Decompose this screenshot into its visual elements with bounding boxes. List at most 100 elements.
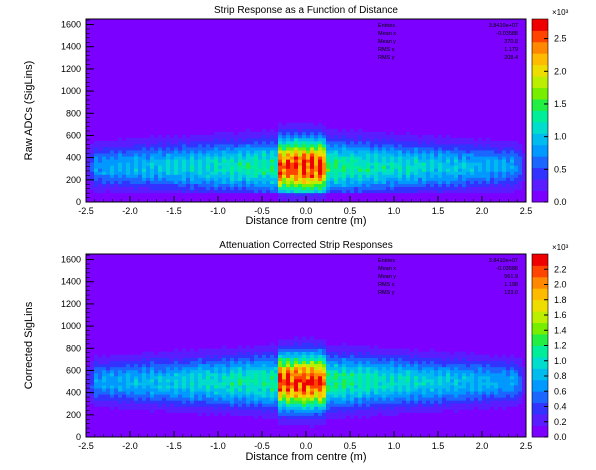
heatmap-cell	[394, 180, 399, 184]
colorbar-tick-label: 0.6	[554, 386, 567, 396]
heatmap-cell	[246, 189, 251, 194]
heatmap-cell	[270, 189, 275, 194]
colorbar-tick-label: 0.2	[554, 417, 567, 427]
heatmap-cell	[418, 156, 423, 160]
heatmap-cell	[318, 360, 323, 365]
heatmap-cell	[222, 345, 227, 349]
heatmap-cell	[494, 406, 499, 410]
heatmap-cell	[242, 186, 247, 191]
heatmap-cell	[334, 409, 339, 413]
heatmap-cell	[254, 134, 259, 139]
heatmap-cell	[310, 159, 315, 163]
heatmap-cell	[510, 183, 515, 188]
chart-title: Attenuation Corrected Strip Responses	[219, 240, 392, 251]
heatmap-cell	[394, 372, 399, 377]
heatmap-cell	[446, 144, 451, 148]
heatmap-cell	[298, 385, 303, 389]
heatmap-cell	[222, 156, 227, 160]
heatmap-cell	[402, 134, 407, 139]
heatmap-cell	[302, 403, 307, 407]
heatmap-cell	[490, 385, 495, 389]
heatmap-cell	[346, 131, 351, 136]
heatmap-cell	[290, 192, 295, 197]
heatmap-cell	[346, 168, 351, 172]
heatmap-cell	[350, 180, 355, 184]
heatmap-cell	[434, 376, 439, 380]
heatmap-cell	[146, 400, 151, 404]
heatmap-cell	[202, 156, 207, 160]
heatmap-cell	[434, 183, 439, 188]
heatmap-cell	[486, 379, 491, 383]
heatmap-cell	[154, 150, 159, 154]
heatmap-cell	[114, 372, 119, 377]
heatmap-cell	[130, 366, 135, 371]
heatmap-cell	[286, 165, 291, 169]
heatmap-cell	[410, 183, 415, 188]
heatmap-cell	[122, 159, 127, 163]
heatmap-cell	[418, 354, 423, 358]
heatmap-cell	[378, 134, 383, 139]
heatmap-cell	[458, 150, 463, 154]
heatmap-cell	[422, 379, 427, 383]
heatmap-cell	[142, 372, 147, 377]
heatmap-cell	[514, 403, 519, 407]
heatmap-cell	[302, 360, 307, 365]
heatmap-cell	[378, 150, 383, 154]
heatmap-cell	[450, 354, 455, 358]
heatmap-cell	[490, 162, 495, 166]
heatmap-cell	[282, 403, 287, 407]
colorbar-swatch	[532, 356, 548, 369]
heatmap-cell	[90, 162, 95, 166]
heatmap-cell	[398, 144, 403, 148]
colorbar-tick-label: 1.8	[554, 295, 567, 305]
heatmap-cell	[182, 137, 187, 142]
heatmap-cell	[274, 180, 279, 184]
heatmap-cell	[110, 388, 115, 392]
heatmap-cell	[410, 147, 415, 151]
x-tick-label: 1.5	[432, 441, 445, 451]
heatmap-cell	[190, 354, 195, 358]
heatmap-cell	[246, 180, 251, 184]
heatmap-cell	[218, 400, 223, 404]
heatmap-cell	[202, 357, 207, 362]
heatmap-cell	[426, 137, 431, 142]
heatmap-cell	[414, 183, 419, 188]
heatmap-cell	[490, 369, 495, 374]
heatmap-cell	[290, 409, 295, 413]
heatmap-cell	[166, 372, 171, 377]
heatmap-cell	[406, 131, 411, 136]
heatmap-cell	[226, 409, 231, 413]
heatmap-cell	[446, 147, 451, 151]
heatmap-cell	[362, 186, 367, 191]
heatmap-cell	[330, 379, 335, 383]
heatmap-cell	[306, 192, 311, 197]
heatmap-cell	[378, 403, 383, 407]
heatmap-cell	[178, 177, 183, 181]
y-tick-label: 1400	[61, 277, 81, 287]
heatmap-cell	[482, 150, 487, 154]
heatmap-cell	[102, 403, 107, 407]
heatmap-cell	[114, 385, 119, 389]
heatmap-cell	[214, 177, 219, 181]
heatmap-cell	[102, 385, 107, 389]
heatmap-cell	[114, 394, 119, 398]
heatmap-cell	[382, 159, 387, 163]
heatmap-cell	[462, 177, 467, 181]
heatmap-cell	[330, 131, 335, 136]
heatmap-cell	[102, 360, 107, 365]
heatmap-cell	[486, 403, 491, 407]
heatmap-cell	[466, 394, 471, 398]
heatmap-cell	[198, 165, 203, 169]
heatmap-cell	[326, 360, 331, 365]
heatmap-cell	[182, 150, 187, 154]
heatmap-cell	[482, 366, 487, 371]
heatmap-cell	[170, 388, 175, 392]
heatmap-cell	[246, 357, 251, 362]
heatmap-cell	[294, 174, 299, 178]
heatmap-cell	[202, 397, 207, 401]
heatmap-cell	[102, 183, 107, 188]
y-tick-label: 1000	[61, 321, 81, 331]
heatmap-cell	[262, 403, 267, 407]
stats-value: -0.03588	[496, 31, 518, 37]
heatmap-cell	[218, 165, 223, 169]
